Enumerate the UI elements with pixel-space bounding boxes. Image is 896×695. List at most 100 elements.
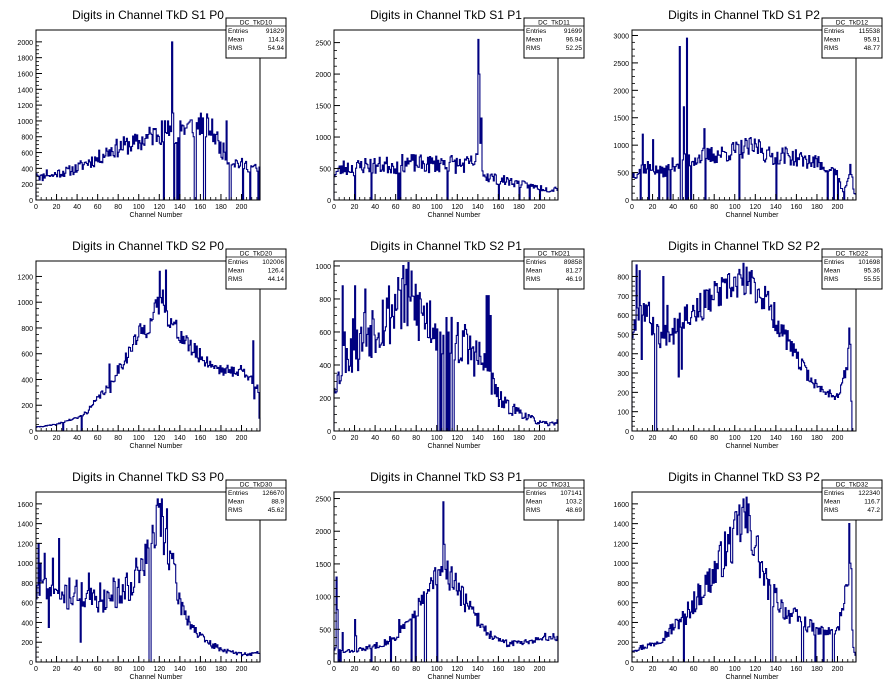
stats-label-mean: Mean	[824, 268, 841, 275]
stats-label-rms: RMS	[228, 276, 243, 283]
plot-frame	[333, 491, 559, 663]
stats-value-rms: 52.25	[566, 45, 583, 52]
histogram-panel-4: Digits in Channel TkD S2 P00200400600800…	[17, 239, 287, 450]
stats-label-mean: Mean	[228, 37, 245, 44]
x-tick-label: 20	[351, 666, 359, 673]
x-tick-label: 60	[94, 204, 102, 211]
y-tick-label: 0	[625, 198, 629, 205]
stats-value-rms: 54.94	[268, 45, 285, 52]
x-tick-label: 100	[431, 204, 443, 211]
histogram-line	[35, 269, 261, 432]
y-tick-label: 2500	[613, 61, 629, 68]
histogram-line	[631, 496, 857, 663]
y-tick-label: 600	[21, 352, 33, 359]
x-axis-label: Channel Number	[726, 674, 780, 681]
y-tick-label: 1000	[315, 264, 331, 271]
x-tick-label: 40	[371, 204, 379, 211]
y-tick-label: 400	[617, 352, 629, 359]
histogram-panel-6: Digits in Channel TkD S2 P20100200300400…	[617, 239, 883, 450]
stats-label-mean: Mean	[824, 37, 841, 44]
x-tick-label: 100	[729, 435, 741, 442]
x-tick-label: 20	[351, 204, 359, 211]
y-tick-label: 200	[617, 390, 629, 397]
x-tick-label: 100	[729, 204, 741, 211]
chart-title: Digits in Channel TkD S1 P1	[370, 8, 522, 22]
stats-label-mean: Mean	[228, 268, 245, 275]
x-tick-label: 40	[73, 666, 81, 673]
stats-label-entries: Entries	[228, 259, 249, 266]
y-tick-label: 1500	[315, 562, 331, 569]
stats-value-mean: 103.2	[566, 499, 583, 506]
x-tick-label: 20	[649, 435, 657, 442]
y-tick-label: 1000	[613, 561, 629, 568]
histogram-line	[333, 38, 559, 201]
x-tick-label: 120	[153, 204, 165, 211]
x-tick-label: 120	[749, 204, 761, 211]
y-tick-label: 1600	[17, 502, 33, 509]
y-tick-label: 400	[617, 620, 629, 627]
y-tick-label: 800	[21, 326, 33, 333]
x-tick-label: 20	[351, 435, 359, 442]
y-tick-label: 1000	[315, 595, 331, 602]
x-tick-label: 40	[669, 204, 677, 211]
x-axis-label: Channel Number	[130, 212, 184, 219]
y-tick-label: 2500	[315, 41, 331, 48]
x-tick-label: 40	[371, 435, 379, 442]
x-tick-label: 200	[832, 204, 844, 211]
stats-label-rms: RMS	[824, 45, 839, 52]
y-tick-label: 1000	[17, 119, 33, 126]
x-tick-label: 80	[114, 666, 122, 673]
plot-frame	[333, 260, 559, 432]
y-tick-label: 1400	[17, 522, 33, 529]
y-tick-label: 600	[21, 601, 33, 608]
x-tick-label: 200	[534, 435, 546, 442]
x-tick-label: 180	[811, 666, 823, 673]
y-tick-label: 400	[21, 620, 33, 627]
chart-title: Digits in Channel TkD S1 P2	[668, 8, 820, 22]
histogram-line	[333, 262, 559, 432]
x-tick-label: 160	[493, 204, 505, 211]
stats-value-mean: 96.94	[566, 37, 583, 44]
x-tick-label: 140	[174, 666, 186, 673]
x-tick-label: 100	[133, 435, 145, 442]
x-tick-label: 20	[53, 435, 61, 442]
y-tick-label: 500	[319, 627, 331, 634]
x-tick-label: 120	[153, 666, 165, 673]
stats-label-rms: RMS	[526, 507, 541, 514]
y-tick-label: 3000	[613, 33, 629, 40]
stats-label-entries: Entries	[228, 28, 249, 35]
y-tick-label: 200	[319, 396, 331, 403]
y-tick-label: 1000	[17, 561, 33, 568]
y-tick-label: 0	[29, 429, 33, 436]
x-tick-label: 60	[94, 666, 102, 673]
y-tick-label: 1200	[17, 103, 33, 110]
histogram-panel-8: Digits in Channel TkD S3 P10500100015002…	[315, 470, 585, 681]
y-tick-label: 800	[617, 581, 629, 588]
x-tick-label: 180	[215, 666, 227, 673]
stats-value-rms: 55.55	[864, 276, 881, 283]
chart-title: Digits in Channel TkD S3 P2	[668, 470, 820, 484]
y-tick-label: 0	[29, 660, 33, 667]
stats-box-frame	[523, 17, 585, 59]
x-tick-label: 0	[630, 204, 634, 211]
y-tick-label: 800	[319, 297, 331, 304]
x-tick-label: 100	[729, 666, 741, 673]
stats-label-mean: Mean	[228, 499, 245, 506]
stats-value-mean: 114.3	[268, 37, 284, 44]
stats-value-entries: 91699	[564, 28, 582, 35]
stats-label-entries: Entries	[526, 28, 547, 35]
stats-value-rms: 46.19	[566, 276, 583, 283]
x-tick-label: 160	[195, 204, 207, 211]
x-tick-label: 180	[215, 204, 227, 211]
y-tick-label: 600	[319, 330, 331, 337]
x-tick-label: 60	[94, 435, 102, 442]
x-axis-label: Channel Number	[726, 212, 780, 219]
y-tick-label: 0	[625, 660, 629, 667]
y-tick-label: 400	[319, 363, 331, 370]
x-tick-label: 180	[215, 435, 227, 442]
y-tick-label: 600	[617, 601, 629, 608]
x-tick-label: 0	[34, 435, 38, 442]
y-tick-label: 600	[21, 151, 33, 158]
